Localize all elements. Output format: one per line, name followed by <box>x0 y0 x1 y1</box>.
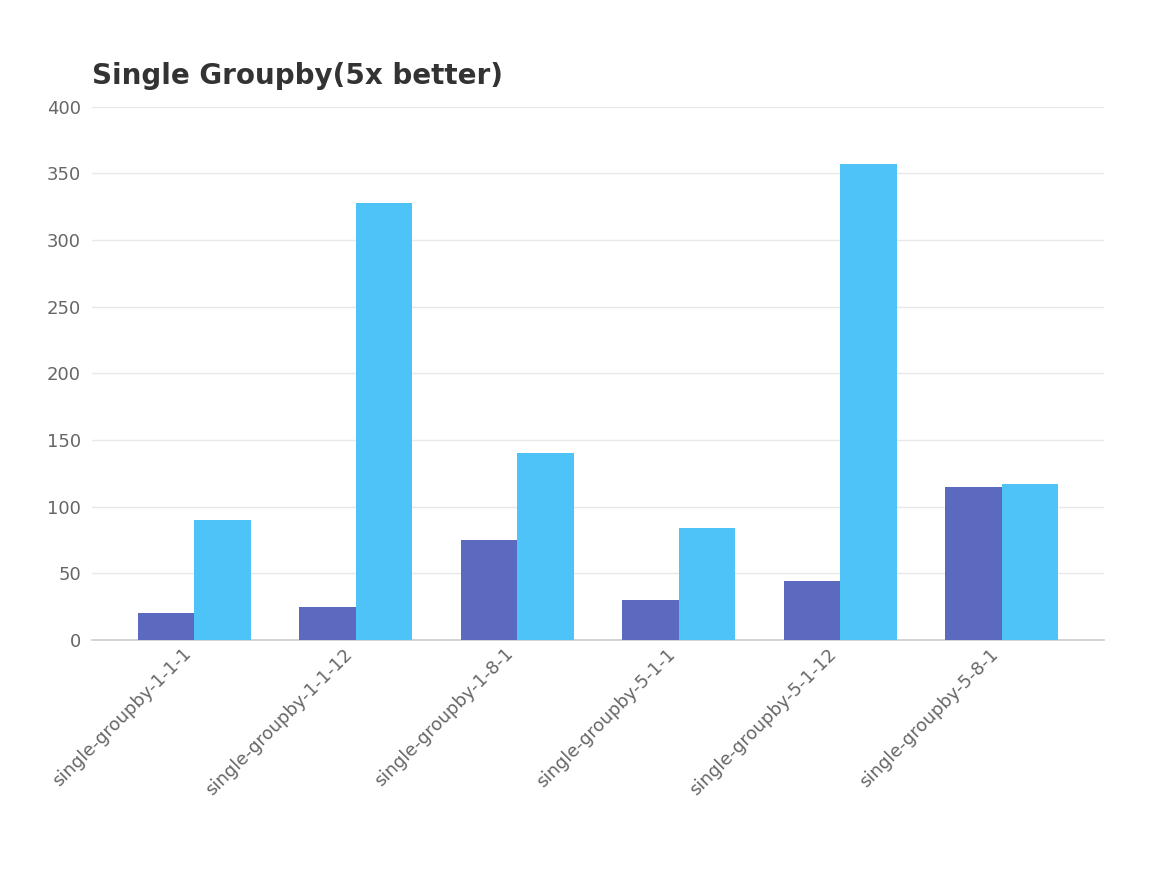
Text: Single Groupby(5x better): Single Groupby(5x better) <box>92 62 503 90</box>
Bar <box>678 528 735 640</box>
Bar <box>299 606 355 640</box>
Bar <box>138 613 194 640</box>
Bar <box>841 164 897 640</box>
Bar <box>194 520 251 640</box>
Bar <box>622 600 678 640</box>
Bar <box>355 203 413 640</box>
Bar <box>1002 484 1058 640</box>
Bar <box>783 581 841 640</box>
Bar <box>518 453 574 640</box>
Bar <box>461 540 518 640</box>
Bar <box>945 486 1002 640</box>
